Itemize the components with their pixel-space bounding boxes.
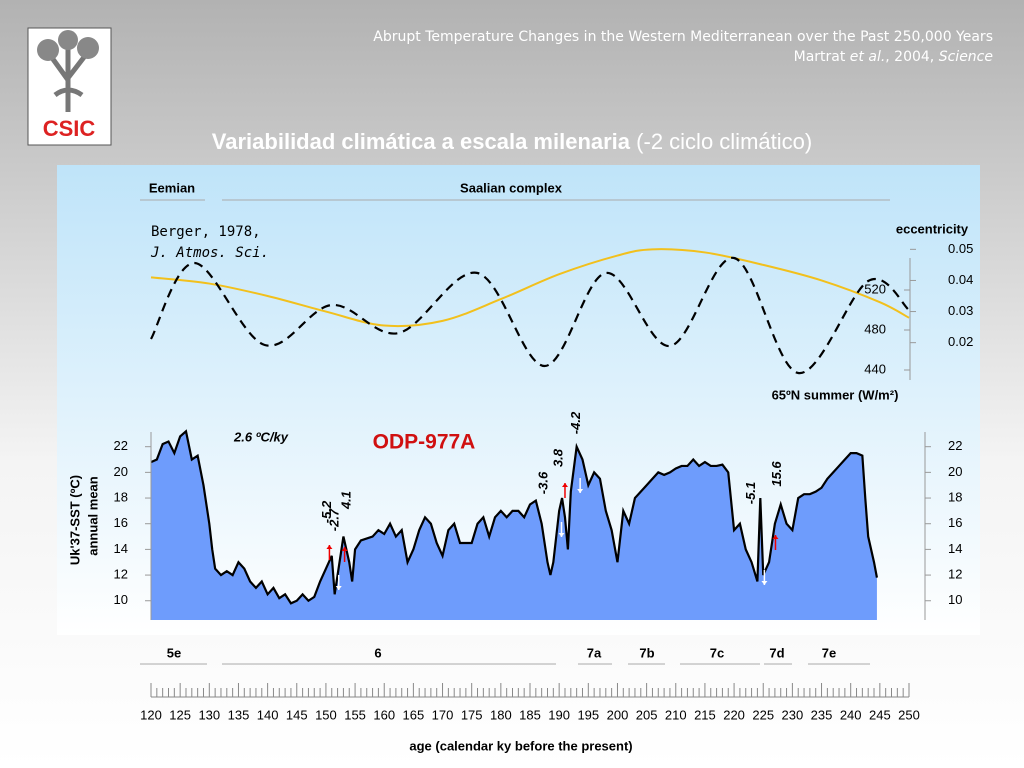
- stage-label: 7a: [587, 645, 602, 660]
- annotation: -5.2: [319, 500, 334, 523]
- citation-part: , 2004,: [885, 49, 938, 65]
- arrow-head: [335, 586, 342, 590]
- insolation-line: [150, 256, 910, 375]
- x-tick-label: 145: [286, 707, 308, 722]
- y2-tick-label: 0.03: [948, 303, 973, 318]
- x-tick-label: 140: [257, 707, 279, 722]
- y-tick-label: 480: [864, 321, 886, 336]
- y-tick-label: 12: [114, 567, 128, 582]
- x-tick-label: 200: [607, 707, 629, 722]
- x-tick-label: 185: [519, 707, 541, 722]
- citation-part: et al.: [845, 49, 885, 65]
- citation-part: Martrat: [794, 49, 846, 65]
- x-tick-label: 225: [752, 707, 774, 722]
- arrow-head: [772, 535, 779, 539]
- annotation: 15.6: [769, 461, 784, 487]
- y-tick-label-right: 10: [948, 592, 962, 607]
- arrow-head: [326, 545, 333, 549]
- sst-line: [150, 429, 879, 605]
- y-axis-label: Uk'37-SST (ºC): [67, 475, 82, 565]
- stage-label: 6: [374, 645, 381, 660]
- y2-tick-label: 0.04: [948, 272, 973, 287]
- x-tick-label: 130: [198, 707, 220, 722]
- arrow-head: [561, 483, 568, 487]
- y-tick-label-right: 20: [948, 464, 962, 479]
- logo-text: CSIC: [43, 116, 96, 141]
- stage-label: 5e: [167, 645, 181, 660]
- x-tick-label: 175: [461, 707, 483, 722]
- x-tick-label: 205: [636, 707, 658, 722]
- arrow-head: [577, 489, 584, 493]
- y-tick-label-right: 22: [948, 438, 962, 453]
- annotation: -4.2: [568, 411, 583, 434]
- y-tick-label: 14: [114, 541, 128, 556]
- period-label: Saalian complex: [460, 180, 563, 195]
- annotation: 4.1: [338, 491, 353, 510]
- citation-part: Science: [939, 49, 993, 65]
- stage-label: 7b: [639, 645, 654, 660]
- y-tick-label-right: 18: [948, 489, 962, 504]
- x-tick-label: 125: [169, 707, 191, 722]
- y-tick-label: 10: [114, 592, 128, 607]
- x-tick-label: 170: [432, 707, 454, 722]
- arrow-head: [558, 533, 565, 537]
- x-tick-label: 150: [315, 707, 337, 722]
- x-tick-label: 120: [140, 707, 162, 722]
- annotation: -3.6: [535, 471, 550, 494]
- x-tick-label: 250: [898, 707, 920, 722]
- x-axis-label: age (calendar ky before the present): [409, 738, 632, 753]
- x-tick-label: 245: [869, 707, 891, 722]
- annotation: 3.8: [551, 448, 566, 467]
- logo: CSIC: [27, 27, 112, 146]
- y-tick-label: 440: [864, 361, 886, 376]
- slide-title-main: Variabilidad climática a escala milenari…: [212, 129, 631, 154]
- stage-label: 7c: [710, 645, 724, 660]
- y2-tick-label: 0.05: [948, 241, 973, 256]
- x-tick-label: 165: [403, 707, 425, 722]
- y-tick-label-right: 12: [948, 567, 962, 582]
- y-tick-label: 16: [114, 515, 128, 530]
- slide-title: Variabilidad climática a escala milenari…: [212, 129, 812, 154]
- header-title: Abrupt Temperature Changes in the Wester…: [373, 29, 993, 45]
- stage-label: 7d: [769, 645, 784, 660]
- rate-label: 2.6 ºC/ky: [233, 429, 289, 444]
- stage-label: 7e: [822, 645, 836, 660]
- y-tick-label-right: 16: [948, 515, 962, 530]
- annotation: J. Atmos. Sci.: [150, 245, 269, 261]
- x-tick-label: 180: [490, 707, 512, 722]
- x-tick-label: 195: [577, 707, 599, 722]
- annotation: -2.7: [327, 508, 342, 531]
- x-tick-label: 210: [665, 707, 687, 722]
- citation: Martrat et al., 2004, Science: [794, 49, 993, 65]
- annotation: Berger, 1978,: [151, 224, 261, 240]
- period-label: Eemian: [149, 180, 195, 195]
- x-tick-label: 240: [840, 707, 862, 722]
- y-tick-label: 20: [114, 464, 128, 479]
- x-tick-label: 220: [723, 707, 745, 722]
- x-tick-label: 190: [548, 707, 570, 722]
- y-tick-label: 22: [114, 438, 128, 453]
- y-tick-label: 18: [114, 489, 128, 504]
- y2-axis-label: eccentricity: [896, 221, 969, 236]
- y-tick-label-right: 14: [948, 541, 962, 556]
- y-axis-label: 65ºN summer (W/m²): [772, 387, 899, 402]
- x-tick-label: 215: [694, 707, 716, 722]
- x-tick-label: 155: [344, 707, 366, 722]
- x-tick-label: 135: [228, 707, 250, 722]
- x-tick-label: 230: [782, 707, 804, 722]
- y-tick-label: 520: [864, 281, 886, 296]
- x-tick-label: 160: [373, 707, 395, 722]
- slide-title-sub: (-2 ciclo climático): [636, 129, 812, 154]
- arrow-head: [341, 547, 348, 551]
- eccentricity-line: [150, 248, 910, 328]
- y2-tick-label: 0.02: [948, 334, 973, 349]
- arrow-head: [761, 581, 768, 585]
- x-tick-label: 235: [811, 707, 833, 722]
- annotation: -5.1: [743, 482, 758, 504]
- y-axis-label: annual mean: [85, 476, 100, 556]
- chart-title: ODP-977A: [373, 431, 476, 454]
